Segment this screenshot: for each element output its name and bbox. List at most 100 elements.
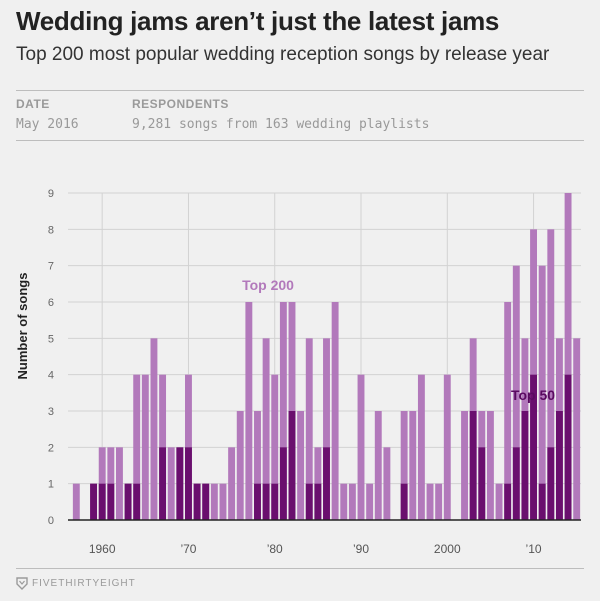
bar-top200-2002 bbox=[461, 411, 468, 520]
bar-top200-1997 bbox=[417, 374, 425, 520]
annotation-top200: Top 200 bbox=[242, 277, 294, 293]
bar-top50-2014 bbox=[564, 374, 572, 520]
bar-top200-1980 bbox=[271, 374, 279, 520]
bar-top200-1957 bbox=[72, 483, 80, 520]
bar-top200-2008 bbox=[512, 265, 520, 520]
bar-top50-2007 bbox=[504, 483, 512, 520]
bar-top50-1979 bbox=[262, 483, 270, 520]
bar-top200-1973 bbox=[210, 483, 218, 520]
bar-top50-2008 bbox=[512, 447, 520, 520]
bar-top200-1979 bbox=[262, 338, 270, 520]
bar-top200-1987 bbox=[331, 302, 339, 520]
bar-top50-1959 bbox=[90, 483, 98, 520]
bar-top50-2011 bbox=[538, 483, 546, 520]
bar-top200-1981 bbox=[279, 302, 287, 520]
bar-top50-2010 bbox=[530, 374, 538, 520]
bar-top200-2011 bbox=[538, 265, 546, 520]
bar-top200-1992 bbox=[374, 411, 382, 520]
bar-top50-1967 bbox=[159, 447, 167, 520]
bar-top200-1983 bbox=[297, 411, 305, 520]
bar-top200-2007 bbox=[504, 302, 512, 520]
x-tick-label: ’90 bbox=[353, 542, 369, 556]
bar-top50-2013 bbox=[555, 411, 563, 520]
bar-top200-1990 bbox=[357, 374, 365, 520]
bar-top200-1974 bbox=[219, 483, 227, 520]
bar-top200-2015 bbox=[573, 338, 581, 520]
bar-top200-1999 bbox=[435, 483, 443, 520]
bar-top200-1964 bbox=[133, 374, 141, 520]
bar-top50-1984 bbox=[305, 483, 313, 520]
bar-top50-2009 bbox=[521, 411, 529, 520]
y-tick-label: 1 bbox=[48, 479, 54, 491]
bar-top50-1972 bbox=[202, 483, 210, 520]
bar-top200-1998 bbox=[426, 483, 434, 520]
date-value: May 2016 bbox=[16, 117, 79, 132]
y-tick-label: 7 bbox=[48, 261, 54, 273]
bar-top50-1961 bbox=[107, 483, 115, 520]
bar-top200-1986 bbox=[323, 338, 330, 520]
bar-top200-1975 bbox=[228, 447, 236, 520]
x-tick-label: 2000 bbox=[434, 542, 461, 556]
chart-subtitle: Top 200 most popular wedding reception s… bbox=[16, 44, 550, 65]
bar-top200-2014 bbox=[564, 193, 572, 520]
bar-top200-1988 bbox=[340, 483, 348, 520]
y-tick-label: 3 bbox=[48, 406, 54, 418]
bar-top200-2012 bbox=[547, 229, 555, 521]
meta-divider bbox=[16, 140, 584, 141]
respondents-label: RESPONDENTS bbox=[132, 97, 229, 111]
header-divider bbox=[16, 90, 584, 91]
bar-top200-1984 bbox=[305, 338, 313, 520]
bar-top50-1995 bbox=[400, 483, 408, 520]
y-tick-label: 5 bbox=[48, 333, 54, 345]
bar-top50-1963 bbox=[124, 483, 132, 520]
bar-top50-1960 bbox=[98, 483, 106, 520]
bar-top50-1969 bbox=[176, 447, 184, 520]
bar-top50-1986 bbox=[323, 447, 330, 520]
fivethirtyeight-logo-icon bbox=[16, 577, 28, 590]
x-tick-label: ’80 bbox=[267, 542, 283, 556]
bar-top50-1970 bbox=[185, 447, 192, 520]
bar-top200-1977 bbox=[245, 302, 253, 520]
footer: FIVETHIRTYEIGHT bbox=[16, 577, 136, 590]
bar-top50-1964 bbox=[133, 483, 141, 520]
bar-top200-1966 bbox=[150, 338, 158, 520]
bar-top50-1981 bbox=[279, 447, 287, 520]
bar-top200-1976 bbox=[236, 411, 244, 520]
chart-title: Wedding jams aren’t just the latest jams bbox=[16, 6, 500, 36]
bar-top50-1978 bbox=[254, 483, 261, 520]
y-tick-label: 6 bbox=[48, 297, 54, 309]
bar-top200-1978 bbox=[254, 411, 261, 520]
respondents-value: 9,281 songs from 163 wedding playlists bbox=[132, 117, 430, 132]
footer-divider bbox=[16, 568, 584, 569]
bar-top200-2005 bbox=[486, 411, 494, 520]
y-tick-label: 2 bbox=[48, 442, 54, 454]
x-tick-label: 1960 bbox=[89, 542, 116, 556]
bar-top200-1996 bbox=[409, 411, 417, 520]
bar-top50-1980 bbox=[271, 483, 279, 520]
bar-top200-1993 bbox=[383, 447, 391, 520]
bar-top200-1962 bbox=[115, 447, 123, 520]
x-tick-label: ’10 bbox=[526, 542, 542, 556]
annotation-top50: Top 50 bbox=[511, 387, 555, 403]
bar-top200-1989 bbox=[348, 483, 356, 520]
bar-top50-1982 bbox=[288, 411, 296, 520]
bar-top50-2004 bbox=[478, 447, 486, 520]
footer-brand: FIVETHIRTYEIGHT bbox=[32, 578, 136, 589]
bar-top200-1968 bbox=[167, 447, 175, 520]
y-tick-label: 4 bbox=[48, 370, 54, 382]
bar-top200-2006 bbox=[495, 483, 503, 520]
bar-top50-1985 bbox=[314, 483, 322, 520]
bar-top200-1991 bbox=[366, 483, 374, 520]
bar-top200-1995 bbox=[400, 411, 408, 520]
bar-top50-2012 bbox=[547, 447, 555, 520]
date-label: DATE bbox=[16, 97, 50, 111]
bar-top200-1965 bbox=[141, 374, 149, 520]
bar-top50-2003 bbox=[469, 411, 477, 520]
bar-top200-1967 bbox=[159, 374, 167, 520]
bar-top50-1971 bbox=[193, 483, 201, 520]
bar-top200-1970 bbox=[185, 374, 192, 520]
y-axis-label: Number of songs bbox=[15, 273, 30, 380]
y-tick-label: 8 bbox=[48, 224, 54, 236]
x-tick-label: ’70 bbox=[180, 542, 196, 556]
